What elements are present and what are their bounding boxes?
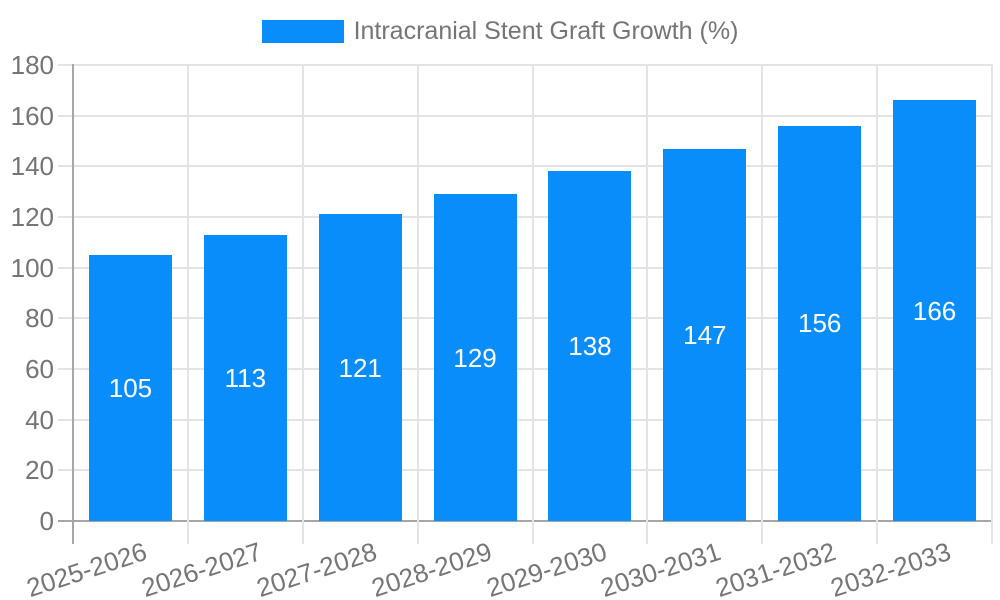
x-axis-label: 2028-2029 [367,536,496,600]
bar-value-label: 166 [912,295,957,326]
bar-value-label: 147 [683,319,727,350]
y-axis-label: 180 [10,50,54,80]
bar[interactable] [778,125,862,521]
x-axis-line [58,520,992,522]
y-axis-label: 160 [10,100,54,131]
y-gridline [58,266,992,269]
bar-value-label: 156 [797,308,842,339]
x-axis-label: 2029-2030 [482,536,610,600]
y-gridline [58,114,992,117]
y-gridline [58,469,992,472]
bar[interactable] [663,148,747,521]
x-gridline [761,64,764,544]
y-axis-label: 20 [25,455,54,486]
x-axis-label: 2026-2027 [137,536,266,600]
y-gridline [58,418,992,421]
y-gridline [58,216,992,218]
x-axis-label: 2031-2032 [712,536,840,600]
bar-value-label: 138 [568,331,612,362]
legend-label: Intracranial Stent Graft Growth (%) [353,17,739,45]
y-axis-label: 120 [10,202,54,232]
x-axis-label: 2030-2031 [597,536,725,600]
bar[interactable] [88,255,172,521]
bar[interactable] [548,171,632,521]
y-gridline [58,64,992,66]
y-axis-label: 80 [25,303,54,334]
x-gridline [876,64,879,544]
x-gridline [301,64,304,544]
x-gridline [186,64,189,544]
bar[interactable] [433,194,517,521]
x-axis-label: 2025-2026 [22,536,151,600]
legend-swatch [261,20,344,43]
y-axis-label: 40 [25,404,54,435]
x-gridline [531,64,534,544]
x-gridline [646,64,649,544]
x-gridline [416,64,419,544]
x-gridline [991,64,993,544]
bar[interactable] [203,234,287,521]
bar-value-label: 105 [108,373,153,403]
legend: Intracranial Stent Graft Growth (%) [0,19,1000,44]
y-axis-label: 140 [10,151,54,182]
y-axis-label: 60 [25,354,54,384]
bar[interactable] [893,100,977,521]
y-gridline [58,165,992,168]
bar-value-label: 129 [453,342,497,373]
y-axis-label: 0 [39,506,54,536]
bar[interactable] [318,214,402,521]
y-gridline [58,368,992,370]
bar-value-label: 121 [338,352,382,383]
x-axis-label: 2032-2033 [826,536,955,600]
x-axis-label: 2027-2028 [252,536,381,600]
y-gridline [58,317,992,320]
y-axis-line [72,64,74,544]
bar-value-label: 113 [224,362,267,393]
y-axis-label: 100 [10,252,54,283]
